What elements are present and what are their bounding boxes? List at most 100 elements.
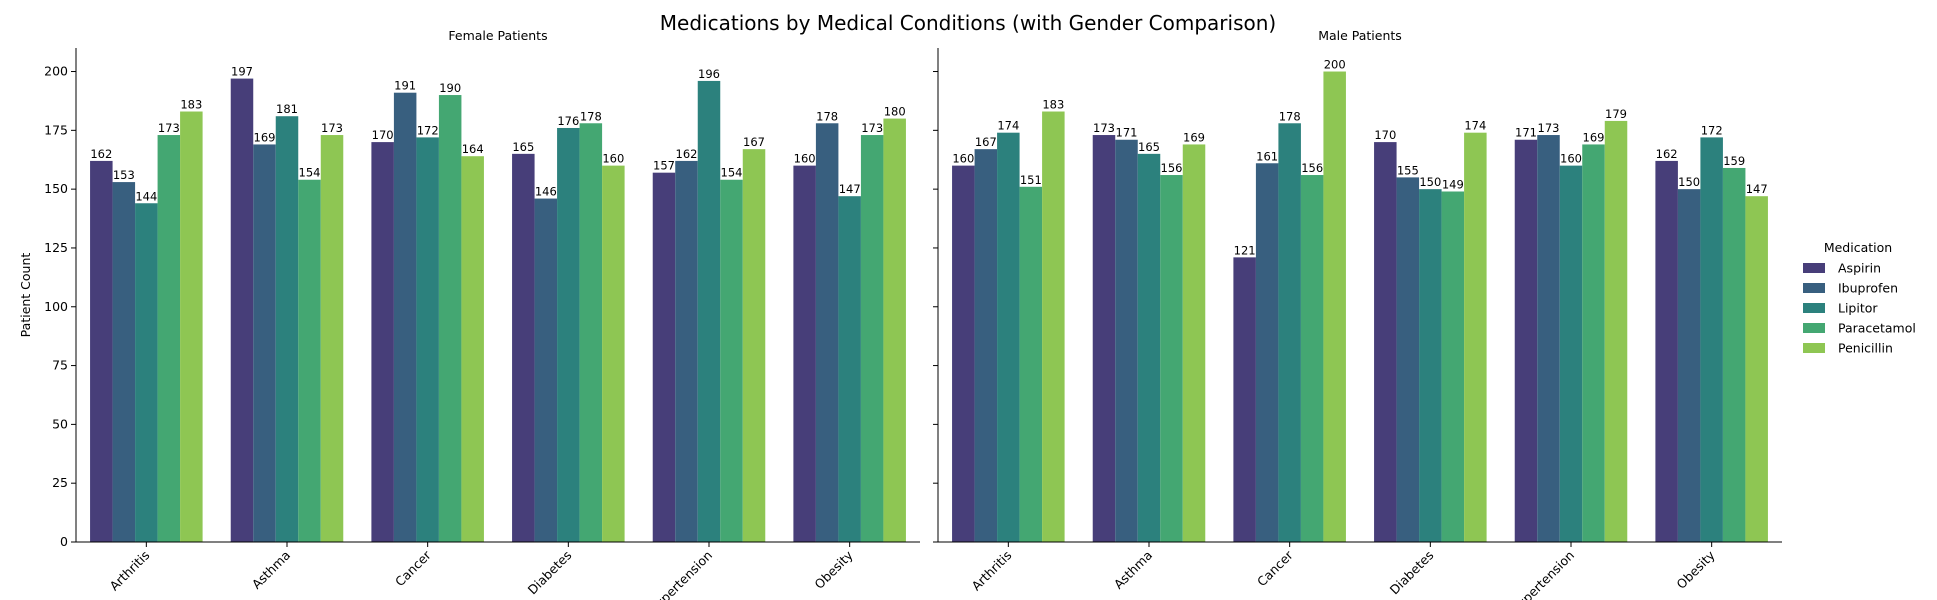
legend-item-label: Paracetamol bbox=[1838, 321, 1916, 336]
bar-value-label: 171 bbox=[1116, 126, 1138, 140]
bar-value-label: 160 bbox=[1560, 152, 1582, 166]
x-tick-label: Hypertension bbox=[645, 548, 715, 600]
bar bbox=[1137, 153, 1161, 542]
bar-value-label: 183 bbox=[180, 98, 202, 112]
bar-value-label: 159 bbox=[1723, 154, 1745, 168]
bar-value-label: 167 bbox=[743, 135, 765, 149]
bar bbox=[371, 142, 394, 542]
x-tick-label: Asthma bbox=[1111, 548, 1155, 592]
bar bbox=[815, 123, 839, 543]
bar bbox=[652, 172, 676, 542]
bar-value-label: 150 bbox=[1419, 175, 1441, 189]
bar-value-label: 151 bbox=[1020, 173, 1042, 187]
bar bbox=[675, 160, 698, 542]
bar-value-label: 149 bbox=[1442, 177, 1464, 191]
bar bbox=[112, 182, 136, 543]
legend-title: Medication bbox=[1824, 240, 1892, 255]
legend-swatch bbox=[1803, 283, 1825, 293]
bar-value-label: 165 bbox=[1138, 140, 1160, 154]
bar bbox=[1700, 137, 1723, 542]
x-tick-label: Cancer bbox=[392, 547, 434, 589]
legend-swatch bbox=[1803, 263, 1825, 273]
bar-value-label: 170 bbox=[1374, 128, 1396, 142]
legend-swatch bbox=[1803, 303, 1825, 313]
bar-value-label: 176 bbox=[557, 114, 579, 128]
bar-value-label: 147 bbox=[839, 182, 861, 196]
bar-value-label: 160 bbox=[794, 152, 816, 166]
bar bbox=[579, 123, 603, 543]
bar bbox=[1419, 189, 1442, 542]
panel-title: Female Patients bbox=[448, 28, 547, 43]
bar bbox=[1677, 189, 1701, 542]
panel-female: Female Patients1621971701651571601531691… bbox=[44, 28, 920, 600]
legend-item-label: Penicillin bbox=[1838, 341, 1893, 356]
bar-value-label: 190 bbox=[439, 81, 461, 95]
legend-item-label: Aspirin bbox=[1838, 261, 1881, 276]
bar bbox=[1396, 177, 1420, 542]
bar bbox=[1514, 139, 1538, 542]
bar bbox=[461, 156, 484, 542]
bar-value-label: 169 bbox=[254, 130, 276, 144]
bar bbox=[1115, 139, 1138, 542]
bar-value-label: 157 bbox=[653, 159, 675, 173]
bar-value-label: 180 bbox=[884, 105, 906, 119]
bar bbox=[1092, 135, 1116, 543]
bar bbox=[997, 132, 1020, 542]
bar-value-label: 164 bbox=[462, 142, 484, 156]
bar bbox=[1042, 111, 1065, 542]
bar-value-label: 160 bbox=[952, 152, 974, 166]
bar-value-label: 161 bbox=[1256, 149, 1278, 163]
y-tick-label: 50 bbox=[52, 416, 68, 431]
bar-value-label: 174 bbox=[997, 119, 1019, 133]
bar-value-label: 173 bbox=[1538, 121, 1560, 135]
bar bbox=[1464, 132, 1487, 542]
bar bbox=[534, 198, 558, 543]
y-tick-label: 125 bbox=[44, 240, 68, 255]
bar-value-label: 144 bbox=[135, 189, 157, 203]
bar bbox=[1160, 175, 1183, 542]
bar bbox=[1233, 257, 1256, 542]
y-tick-label: 0 bbox=[60, 534, 68, 549]
bar bbox=[393, 92, 417, 542]
bar bbox=[1278, 123, 1301, 543]
bar bbox=[720, 179, 743, 542]
bar-value-label: 178 bbox=[816, 109, 838, 123]
x-tick-label: Diabetes bbox=[525, 548, 575, 598]
bar bbox=[438, 95, 462, 543]
bar-value-label: 147 bbox=[1746, 182, 1768, 196]
bar-value-label: 165 bbox=[512, 140, 534, 154]
bar bbox=[230, 78, 254, 542]
bar-value-label: 150 bbox=[1678, 175, 1700, 189]
bar bbox=[135, 203, 158, 542]
bar-value-label: 172 bbox=[1701, 123, 1723, 137]
bar bbox=[275, 116, 299, 542]
bar-value-label: 169 bbox=[1583, 130, 1605, 144]
bar-value-label: 162 bbox=[676, 147, 698, 161]
bar-value-label: 171 bbox=[1515, 126, 1537, 140]
bar bbox=[1722, 167, 1746, 542]
bar-value-label: 178 bbox=[1279, 109, 1301, 123]
bar-value-label: 174 bbox=[1464, 119, 1486, 133]
bar-value-label: 173 bbox=[158, 121, 180, 135]
bar-value-label: 183 bbox=[1042, 98, 1064, 112]
y-axis-label: Patient Count bbox=[18, 253, 33, 338]
panel-male: Male Patients 160 173 121 170 171 162 167 171 161… bbox=[933, 28, 1782, 600]
legend-swatch bbox=[1803, 343, 1825, 353]
bar-value-label: 121 bbox=[1234, 243, 1256, 257]
bar-value-label: 156 bbox=[1161, 161, 1183, 175]
bar bbox=[1300, 175, 1324, 542]
bar-value-label: 154 bbox=[299, 166, 321, 180]
x-tick-label: Arthritis bbox=[968, 548, 1014, 594]
bar bbox=[320, 135, 344, 543]
bar-value-label: 181 bbox=[276, 102, 298, 116]
bar bbox=[90, 160, 113, 542]
legend-item-label: Lipitor bbox=[1838, 301, 1878, 316]
bar-value-label: 169 bbox=[1183, 130, 1205, 144]
x-tick-label: Obesity bbox=[811, 547, 856, 592]
bar bbox=[298, 179, 321, 542]
bar bbox=[253, 144, 276, 542]
bar-value-label: 170 bbox=[372, 128, 394, 142]
panels: Female Patients1621971701651571601531691… bbox=[44, 28, 1782, 600]
bar-value-label: 196 bbox=[698, 67, 720, 81]
